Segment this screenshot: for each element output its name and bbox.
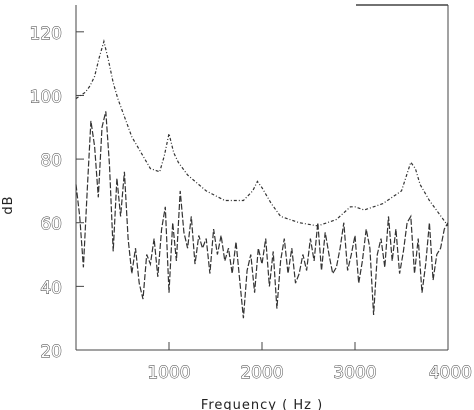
- y-tick-label: 80: [40, 151, 62, 171]
- x-tick-label: 4000: [429, 363, 472, 383]
- chart-decorations: [75, 4, 449, 351]
- x-tick-label: 3000: [333, 363, 376, 383]
- y-axis-label: dB: [1, 195, 16, 214]
- y-tick-label: 60: [40, 215, 62, 235]
- series-group: [75, 39, 449, 319]
- series-line-dash-dot: [75, 39, 449, 227]
- y-tick-label: 120: [30, 24, 62, 44]
- y-tick-label: 100: [30, 87, 62, 107]
- x-tick-label: 1000: [147, 363, 190, 383]
- y-tick-label: 20: [40, 342, 62, 362]
- axis-ticks: 20 40 60 80 100 120 1000 2000 3000 4000: [29, 23, 472, 383]
- x-tick-label: 2000: [240, 363, 283, 383]
- series-line-dashed: [75, 111, 449, 319]
- y-tick-label: 40: [40, 278, 62, 298]
- x-axis-label: Frequency ( Hz ): [201, 398, 323, 410]
